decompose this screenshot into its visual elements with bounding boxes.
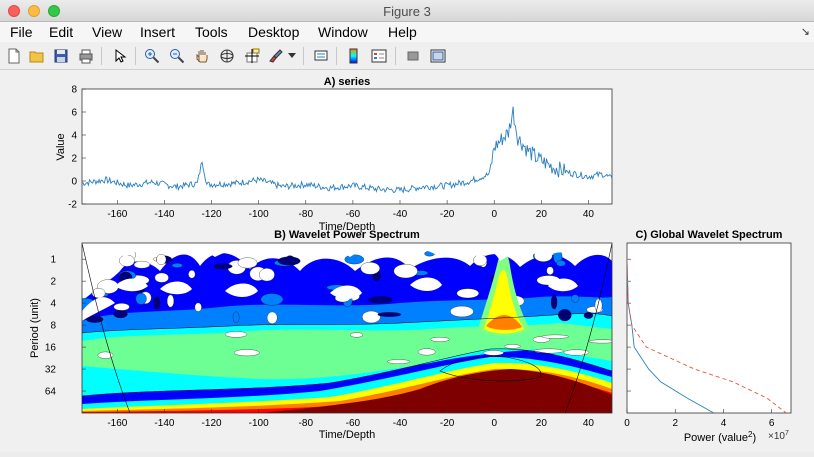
menu-insert[interactable]: Insert bbox=[140, 24, 176, 40]
series-ytick-label: 8 bbox=[71, 85, 77, 96]
minimize-window-button[interactable] bbox=[28, 5, 40, 17]
brush-dropdown-icon[interactable] bbox=[286, 46, 298, 66]
wavelet-xtick-label: 0 bbox=[491, 418, 497, 429]
series-ytick-label: 6 bbox=[71, 108, 77, 119]
wavelet-xtick-label: -140 bbox=[154, 418, 174, 429]
wavelet-ytick-label: 16 bbox=[45, 343, 57, 354]
wavelet-ytick-label: 8 bbox=[50, 321, 56, 332]
menu-window[interactable]: Window bbox=[318, 24, 368, 40]
menu-bar: File Edit View Insert Tools Desktop Wind… bbox=[0, 22, 814, 42]
new-figure-icon[interactable] bbox=[4, 46, 24, 66]
figure-plots: A) series -160 -140 -120 -100 -80 -60 -40 -20 0 2… bbox=[29, 76, 792, 444]
wavelet-title: B) Wavelet Power Spectrum bbox=[274, 229, 420, 241]
global-title: C) Global Wavelet Spectrum bbox=[636, 229, 783, 241]
series-xtick-label: -20 bbox=[440, 209, 455, 220]
series-xtick-label: -140 bbox=[154, 209, 174, 220]
series-panel: A) series -160 -140 -120 -100 -80 -60 -40 -20 0 2… bbox=[55, 76, 613, 233]
series-title: A) series bbox=[324, 76, 370, 88]
series-xtick-label: -100 bbox=[249, 209, 269, 220]
global-axes bbox=[626, 242, 792, 414]
series-xtick-label: -120 bbox=[202, 209, 222, 220]
series-xtick-label: -40 bbox=[393, 209, 408, 220]
menu-help[interactable]: Help bbox=[388, 24, 417, 40]
wavelet-xtick-label: -60 bbox=[346, 418, 361, 429]
series-ytick-label: 4 bbox=[71, 131, 77, 142]
wavelet-xtick-label: -120 bbox=[202, 418, 222, 429]
global-xtick-label: 6 bbox=[769, 418, 775, 429]
wavelet-axes bbox=[81, 242, 613, 414]
wavelet-xtick-label: -80 bbox=[299, 418, 314, 429]
menu-desktop[interactable]: Desktop bbox=[248, 24, 300, 40]
wavelet-xtick-label: 20 bbox=[536, 418, 548, 429]
series-xtick-label: -160 bbox=[107, 209, 127, 220]
series-xtick-label: 40 bbox=[583, 209, 595, 220]
wavelet-ytick-label: 4 bbox=[50, 299, 56, 310]
wavelet-xlabel: Time/Depth bbox=[319, 429, 375, 441]
series-ytick-label: 0 bbox=[71, 177, 77, 188]
title-bar: Figure 3 bbox=[0, 0, 814, 22]
global-xlabel: Power (value2) bbox=[684, 430, 756, 444]
menu-edit[interactable]: Edit bbox=[49, 24, 74, 40]
dock-arrow-icon[interactable]: ↘ bbox=[800, 26, 810, 38]
series-ytick-label: -2 bbox=[68, 200, 77, 211]
global-solid-line bbox=[627, 259, 715, 413]
wavelet-ylabel: Period (unit) bbox=[29, 298, 41, 358]
wavelet-contours bbox=[82, 243, 612, 413]
global-xtick-label: 4 bbox=[721, 418, 727, 429]
global-x-scale-label: ×107 bbox=[768, 430, 789, 442]
menu-tools[interactable]: Tools bbox=[195, 24, 228, 40]
wavelet-xtick-label: 40 bbox=[583, 418, 595, 429]
series-xlabel: Time/Depth bbox=[319, 221, 375, 233]
global-xtick-label: 0 bbox=[624, 418, 630, 429]
show-plot-tools-icon[interactable] bbox=[428, 46, 448, 66]
rotate-3d-icon[interactable] bbox=[217, 46, 237, 66]
colorbar-icon[interactable] bbox=[344, 46, 364, 66]
figure-toolbar bbox=[0, 42, 814, 70]
menu-file[interactable]: File bbox=[10, 24, 33, 40]
wavelet-ytick-label: 1 bbox=[50, 255, 56, 266]
wavelet-xtick-label: -40 bbox=[393, 418, 408, 429]
global-dashed-line bbox=[627, 259, 787, 413]
pointer-icon[interactable] bbox=[110, 46, 130, 66]
close-window-button[interactable] bbox=[8, 5, 20, 17]
data-cursor-icon[interactable] bbox=[242, 46, 262, 66]
series-line bbox=[82, 106, 612, 194]
series-ylabel: Value bbox=[55, 133, 67, 160]
series-ytick-label: 2 bbox=[71, 154, 77, 165]
print-icon[interactable] bbox=[76, 46, 96, 66]
series-xtick-label: 20 bbox=[536, 209, 548, 220]
series-xtick-label: -60 bbox=[346, 209, 361, 220]
hide-plot-tools-icon[interactable] bbox=[403, 46, 423, 66]
figure-canvas: A) series -160 -140 -120 -100 -80 -60 -40 -20 0 2… bbox=[0, 71, 814, 452]
save-icon[interactable] bbox=[51, 46, 71, 66]
open-file-icon[interactable] bbox=[27, 46, 47, 66]
window-title: Figure 3 bbox=[383, 4, 431, 19]
series-axes bbox=[81, 88, 613, 205]
wavelet-ytick-label: 64 bbox=[45, 387, 57, 398]
link-plot-icon[interactable] bbox=[311, 46, 331, 66]
global-xtick-label: 2 bbox=[672, 418, 678, 429]
wavelet-xtick-label: -20 bbox=[440, 418, 455, 429]
pan-icon[interactable] bbox=[192, 46, 212, 66]
series-xtick-label: -80 bbox=[299, 209, 314, 220]
wavelet-ytick-label: 32 bbox=[45, 365, 57, 376]
wavelet-ytick-label: 2 bbox=[50, 277, 56, 288]
legend-icon[interactable] bbox=[369, 46, 389, 66]
wavelet-xtick-label: -160 bbox=[107, 418, 127, 429]
global-wavelet-panel: C) Global Wavelet Spectrum 0 2 4 6 Power (v… bbox=[624, 229, 792, 444]
brush-icon[interactable] bbox=[266, 46, 286, 66]
wavelet-xtick-label: -100 bbox=[249, 418, 269, 429]
wavelet-power-panel: B) Wavelet Power Spectrum bbox=[29, 229, 613, 441]
zoom-out-icon[interactable] bbox=[167, 46, 187, 66]
series-xtick-label: 0 bbox=[491, 209, 497, 220]
menu-view[interactable]: View bbox=[92, 24, 123, 40]
zoom-in-icon[interactable] bbox=[142, 46, 162, 66]
maximize-window-button[interactable] bbox=[48, 5, 60, 17]
